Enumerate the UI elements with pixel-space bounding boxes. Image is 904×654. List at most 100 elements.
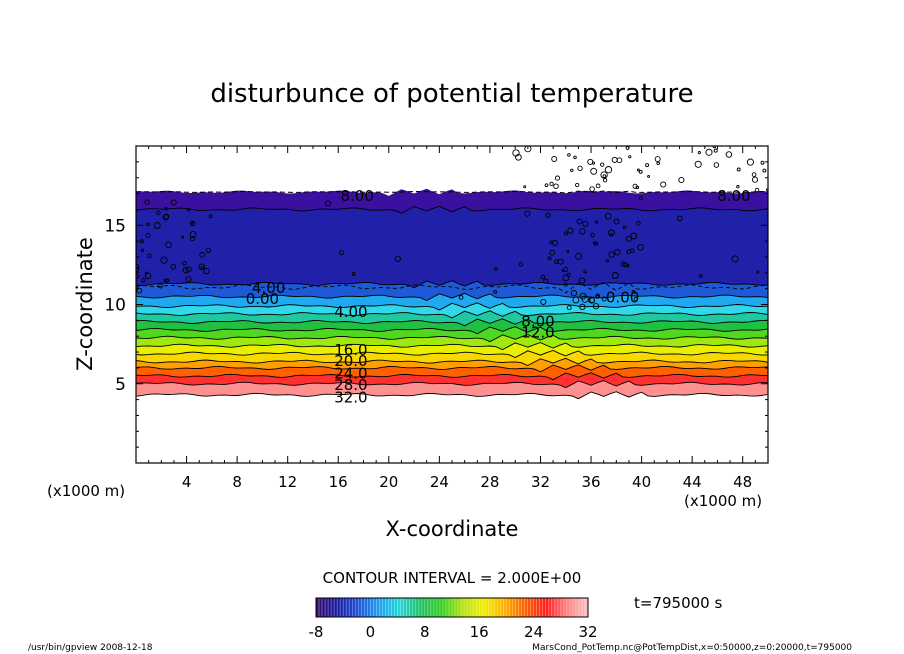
contour-label: 20.0	[334, 352, 367, 370]
y-tick-label: 15	[104, 216, 126, 236]
noise-contour	[164, 207, 168, 211]
noise-contour	[547, 256, 552, 261]
contour-line	[136, 334, 768, 343]
contour-line-dashed	[136, 190, 768, 194]
noise-contour	[762, 168, 767, 173]
contour-line	[136, 326, 768, 335]
noise-contour	[165, 278, 170, 283]
noise-contour	[579, 303, 586, 311]
noise-contour	[494, 267, 498, 271]
noise-contour	[549, 240, 553, 245]
x-tick-label: 44	[683, 473, 702, 491]
noise-contour	[458, 295, 464, 300]
contour-interval-text: CONTOUR INTERVAL = 2.000E+00	[323, 569, 582, 587]
noise-contour	[614, 249, 621, 256]
noise-contour	[567, 153, 571, 157]
noise-contour	[611, 272, 619, 279]
noise-contour	[203, 267, 210, 275]
noise-contour	[601, 296, 607, 302]
noise-contour	[697, 151, 701, 155]
x-tick-label: 40	[632, 473, 651, 491]
noise-contour	[572, 296, 580, 304]
noise-contour	[622, 225, 627, 230]
noise-contour	[635, 185, 640, 190]
noise-contour	[638, 169, 643, 174]
contour-line	[136, 391, 768, 400]
contour-line	[136, 342, 768, 351]
noise-contour	[756, 270, 760, 274]
noise-contour	[575, 252, 583, 260]
noise-contour	[351, 271, 356, 276]
contour-line	[136, 318, 768, 327]
noise-contour	[645, 163, 650, 168]
x-tick-labels: 4 8 12 16 20 24 28 32 36 40 44 48	[182, 473, 752, 491]
noise-contour	[163, 213, 170, 220]
noise-contour	[144, 272, 152, 280]
colorbar-frame	[315, 597, 589, 618]
x-tick-label: 4	[182, 473, 192, 491]
contour-label: 4.00	[334, 303, 367, 321]
x-axis-label: X-coordinate	[386, 517, 519, 541]
noise-contour	[153, 222, 161, 229]
noise-contour	[163, 278, 167, 283]
noise-contour	[678, 176, 685, 184]
noise-contour	[524, 210, 531, 217]
noise-contour	[573, 155, 577, 160]
contour-labels: 8.00 8.004.000.00 0.004.008.0012.016.020.0…	[246, 187, 751, 406]
noise-contour	[141, 278, 146, 283]
noise-contour	[746, 158, 754, 166]
plot-area: 8.00 8.004.000.00 0.004.008.0012.016.020.0…	[135, 145, 769, 464]
noise-contour	[162, 214, 169, 221]
x-tick-label: 24	[430, 473, 449, 491]
contour-line	[136, 357, 768, 367]
noise-contour	[595, 293, 601, 299]
noise-contour	[594, 220, 599, 224]
footer-left: /usr/bin/gpview 2008-12-18	[28, 643, 153, 653]
noise-contour	[579, 292, 587, 300]
noise-contour	[611, 156, 618, 163]
noise-contour	[638, 196, 643, 201]
noise-contour	[713, 162, 720, 168]
y-tick-labels: 5 10 15	[104, 216, 126, 395]
noise-contour	[594, 241, 599, 246]
noise-contour	[324, 200, 331, 207]
x-tick-label: 8	[232, 473, 242, 491]
x-tick-label: 12	[278, 473, 297, 491]
noise-contour	[754, 187, 760, 193]
noise-contour	[570, 168, 574, 173]
contour-line	[136, 380, 768, 389]
x-tick-label: 36	[581, 473, 600, 491]
noise-contour	[582, 220, 589, 227]
noise-contour	[751, 176, 759, 183]
noise-contour	[544, 183, 549, 188]
noise-contour	[189, 235, 196, 242]
noise-contour	[760, 160, 765, 165]
noise-contour	[575, 182, 580, 188]
noise-contour	[543, 278, 549, 284]
noise-contour	[208, 214, 213, 219]
contour-line	[136, 292, 768, 302]
noise-contour	[592, 302, 600, 310]
noise-contour	[185, 266, 192, 273]
noise-contour	[145, 222, 150, 227]
noise-contour	[566, 250, 570, 253]
noise-contour	[635, 221, 641, 226]
chart-title: disturbunce of potential temperature	[210, 79, 693, 109]
contour-noise	[136, 146, 768, 311]
noise-contour	[136, 287, 143, 294]
noise-contour	[563, 282, 568, 287]
noise-contour	[160, 256, 168, 264]
noise-contour	[199, 252, 205, 258]
contour-line	[136, 205, 768, 214]
noise-contour	[600, 162, 605, 167]
noise-contour	[570, 289, 578, 297]
colorbar-tick-labels: -8 0 8 16 24 32	[309, 623, 598, 641]
contour-line	[136, 372, 768, 381]
x-tick-label: 20	[379, 473, 398, 491]
contour-label: 24.0	[334, 365, 367, 383]
contour-label: 8.00	[717, 187, 750, 205]
noise-contour	[602, 174, 607, 178]
noise-contour	[629, 248, 635, 254]
contour-line	[136, 364, 768, 373]
x-tick-label: 32	[531, 473, 550, 491]
